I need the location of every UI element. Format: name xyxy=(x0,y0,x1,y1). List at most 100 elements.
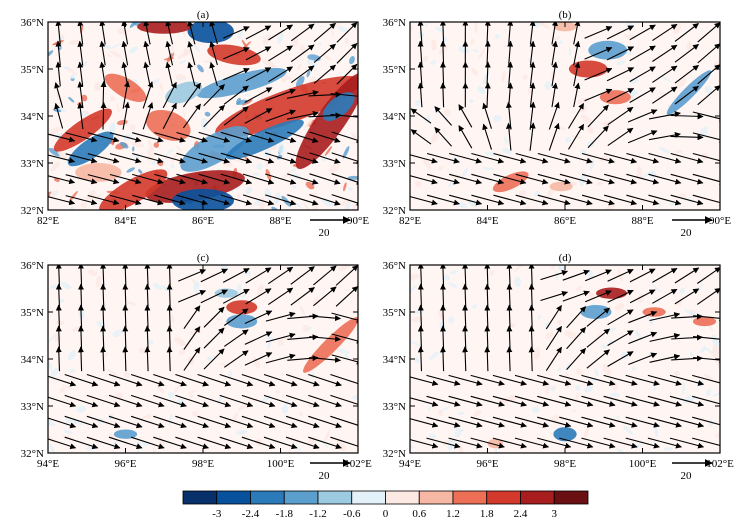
wind-vector xyxy=(462,346,469,372)
wind-vector xyxy=(144,346,151,372)
wind-vector xyxy=(439,61,446,87)
field-patch xyxy=(180,125,249,172)
field-speckle xyxy=(461,167,469,179)
wind-vector xyxy=(308,112,342,119)
wind-vector xyxy=(506,304,513,330)
wind-vector xyxy=(462,304,469,330)
wind-vector xyxy=(439,40,446,66)
lon-tick-label: 100°E xyxy=(267,458,295,470)
field-speckle xyxy=(514,276,522,288)
wind-vector xyxy=(626,173,660,185)
field-speckle xyxy=(116,28,128,35)
wind-vector xyxy=(287,131,319,143)
lat-tick-label: 35°N xyxy=(21,307,44,319)
field-speckle xyxy=(63,429,74,434)
wind-vector xyxy=(573,82,581,108)
panel-a-field xyxy=(48,22,358,210)
field-speckle xyxy=(60,281,72,290)
field-speckle xyxy=(277,339,285,346)
field-speckle xyxy=(615,415,621,419)
wind-vector xyxy=(606,46,635,61)
wind-vector xyxy=(309,131,341,143)
field-speckle xyxy=(457,411,466,415)
wind-vector xyxy=(559,173,593,185)
wind-vector xyxy=(313,286,337,307)
field-speckle xyxy=(50,161,60,172)
lat-tick-label: 33°N xyxy=(21,401,44,413)
field-speckle xyxy=(48,361,53,371)
wind-vector xyxy=(220,173,253,185)
field-speckle xyxy=(153,142,160,148)
wind-vector xyxy=(223,47,250,60)
wind-vector xyxy=(581,194,615,206)
field-speckle xyxy=(337,348,351,355)
field-speckle xyxy=(492,115,502,122)
field-speckle xyxy=(424,22,428,28)
wind-vector xyxy=(417,40,424,66)
field-speckle xyxy=(252,356,260,369)
field-speckle xyxy=(601,119,615,125)
colorbar-segment xyxy=(283,490,319,505)
wind-vector xyxy=(197,394,232,408)
wind-vector xyxy=(122,346,129,372)
field-speckle xyxy=(306,59,318,66)
wind-vector xyxy=(100,101,107,130)
field-speckle xyxy=(679,193,687,198)
field-speckle xyxy=(302,324,309,332)
colorbar-label: 0.6 xyxy=(412,508,426,520)
colorbar-label: 3 xyxy=(552,508,558,520)
wind-vector xyxy=(176,194,208,206)
field-speckle xyxy=(318,41,322,46)
wind-vector xyxy=(313,22,336,43)
wind-vector xyxy=(545,304,562,330)
wind-vector xyxy=(648,194,682,206)
wind-vector xyxy=(528,283,535,309)
wind-vector xyxy=(426,194,460,206)
wind-vector xyxy=(426,173,460,185)
wind-vector xyxy=(222,288,250,304)
field-speckle xyxy=(472,49,480,53)
field-speckle xyxy=(91,194,102,200)
wind-vector xyxy=(142,81,154,109)
field-speckle xyxy=(311,76,317,82)
field-speckle xyxy=(262,59,275,68)
field-patch xyxy=(492,171,529,193)
wind-vector xyxy=(290,65,315,84)
panel-d-title: (d) xyxy=(559,252,572,264)
wind-vector xyxy=(197,373,232,387)
wind-vector xyxy=(674,23,699,42)
wind-vector xyxy=(551,22,558,45)
field-speckle xyxy=(584,385,594,393)
wind-vector xyxy=(462,325,469,351)
field-speckle xyxy=(324,146,333,156)
field-speckle xyxy=(321,197,334,207)
field-speckle xyxy=(312,192,318,196)
field-speckle xyxy=(458,46,470,54)
field-speckle xyxy=(48,191,52,199)
wind-vector xyxy=(629,24,656,41)
field-speckle xyxy=(344,37,350,44)
wind-vector xyxy=(670,173,704,185)
wind-vector xyxy=(528,304,535,330)
field-speckle xyxy=(533,347,541,360)
field-speckle xyxy=(550,265,555,270)
field-speckle xyxy=(189,393,194,398)
field-speckle xyxy=(70,74,76,79)
wind-vector xyxy=(309,194,341,206)
field-speckle xyxy=(576,98,590,104)
panel-a-ticks: 82°E 84°E 86°E 88°E 90°E 36°N 35°N 34°N 33°N 32°N xyxy=(21,17,370,227)
field-speckle xyxy=(576,285,582,292)
field-speckle xyxy=(109,43,122,49)
wind-vector xyxy=(439,346,446,372)
field-speckle xyxy=(179,59,187,65)
wind-vector xyxy=(647,395,682,407)
field-patch xyxy=(104,73,147,102)
field-speckle xyxy=(161,284,170,292)
wind-vector xyxy=(507,22,514,45)
wind-vector xyxy=(648,111,681,120)
wind-vector xyxy=(652,65,678,83)
wind-vector xyxy=(132,173,164,185)
field-speckle xyxy=(275,389,281,395)
wind-vector xyxy=(545,346,562,371)
wind-vector xyxy=(697,22,720,43)
